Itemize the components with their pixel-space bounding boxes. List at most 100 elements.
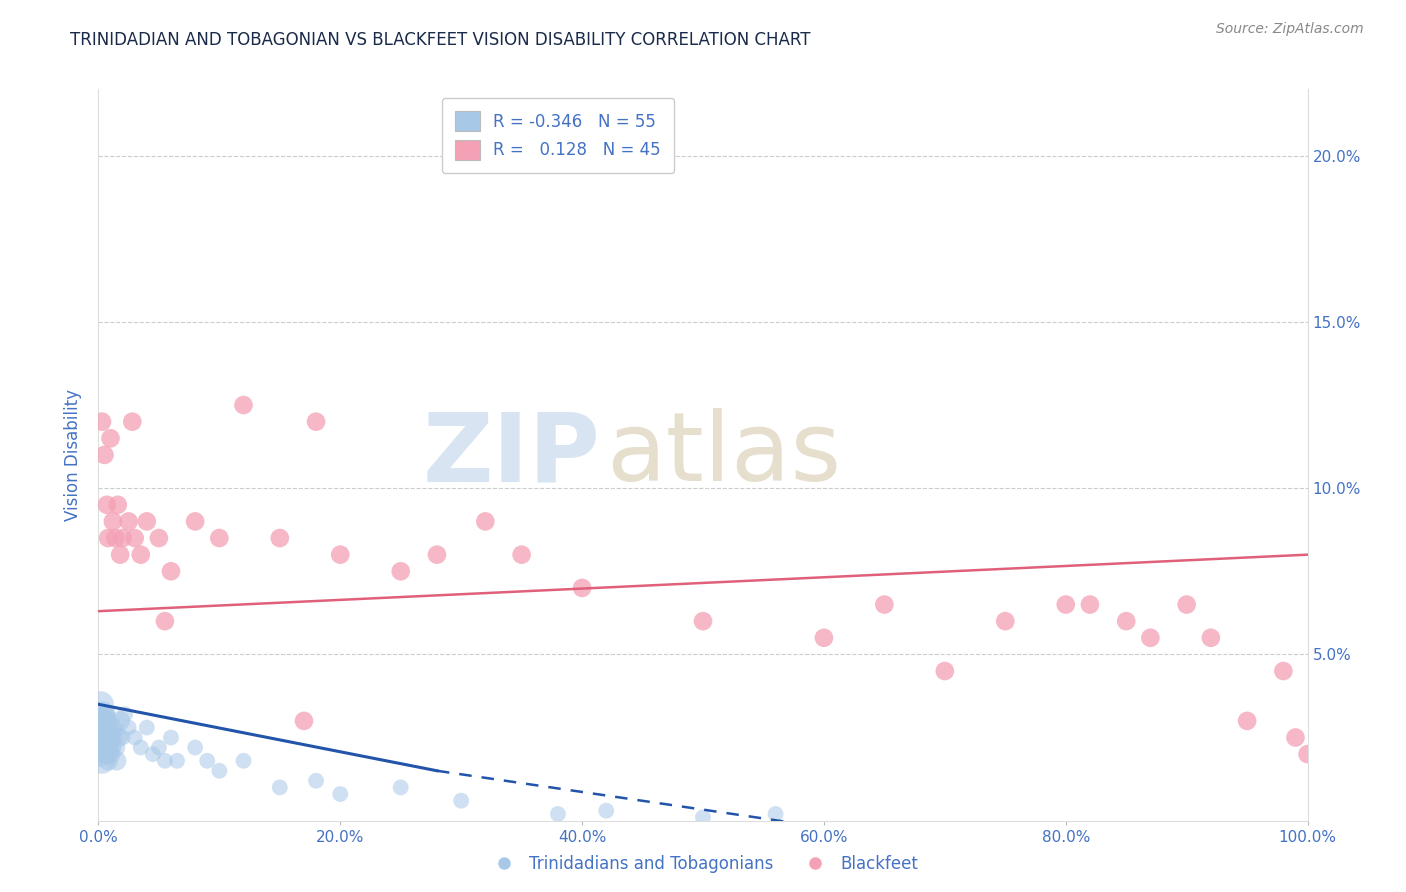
Point [1139,631,1161,645]
Point [100,747,122,761]
Point [100,740,122,755]
Point [1272,664,1295,678]
Point [148,531,170,545]
Point [124,731,146,745]
Point [153,754,176,768]
Point [108,714,131,728]
Text: Source: ZipAtlas.com: Source: ZipAtlas.com [1216,22,1364,37]
Point [305,415,328,429]
Point [450,794,472,808]
Point [269,531,291,545]
Point [1284,731,1306,745]
Point [90,740,112,755]
Point [104,531,127,545]
Point [1236,714,1258,728]
Point [1054,598,1077,612]
Point [160,564,183,578]
Point [90,698,112,712]
Point [93,721,115,735]
Point [692,810,714,824]
Point [994,614,1017,628]
Point [100,731,122,745]
Point [1175,598,1198,612]
Point [97,731,120,745]
Point [100,721,122,735]
Point [389,780,412,795]
Point [595,804,617,818]
Point [474,515,496,529]
Point [292,714,315,728]
Point [129,740,152,755]
Point [389,564,412,578]
Point [135,515,157,529]
Text: ZIP: ZIP [422,409,600,501]
Point [89,714,111,728]
Point [692,614,714,628]
Point [118,515,141,529]
Point [813,631,835,645]
Point [208,531,231,545]
Point [89,747,111,761]
Point [91,731,114,745]
Point [97,531,120,545]
Point [105,754,128,768]
Point [93,448,115,462]
Point [305,773,328,788]
Point [96,498,118,512]
Point [426,548,449,562]
Point [89,731,111,745]
Point [108,548,131,562]
Point [148,740,170,755]
Point [101,515,124,529]
Point [208,764,231,778]
Point [510,548,533,562]
Point [1115,614,1137,628]
Point [104,740,127,755]
Point [184,515,207,529]
Point [96,721,118,735]
Point [232,754,254,768]
Point [91,714,114,728]
Point [1078,598,1101,612]
Text: atlas: atlas [606,409,841,501]
Point [547,807,569,822]
Point [129,548,152,562]
Point [269,780,291,795]
Legend: R = -0.346   N = 55, R =   0.128   N = 45: R = -0.346 N = 55, R = 0.128 N = 45 [441,97,675,173]
Legend: Trinidadians and Tobagonians, Blackfeet: Trinidadians and Tobagonians, Blackfeet [481,848,925,880]
Point [153,614,176,628]
Point [93,747,115,761]
Point [91,754,114,768]
Point [118,721,141,735]
Point [232,398,254,412]
Point [90,721,112,735]
Point [101,731,124,745]
Point [1199,631,1222,645]
Point [934,664,956,678]
Point [107,731,129,745]
Text: TRINIDADIAN AND TOBAGONIAN VS BLACKFEET VISION DISABILITY CORRELATION CHART: TRINIDADIAN AND TOBAGONIAN VS BLACKFEET … [70,31,811,49]
Point [111,531,134,545]
Point [329,787,352,801]
Point [873,598,896,612]
Point [98,740,121,755]
Point [91,415,114,429]
Point [96,747,118,761]
Point [103,721,125,735]
Point [91,740,114,755]
Point [100,431,122,445]
Point [124,531,146,545]
Point [765,807,787,822]
Point [107,498,129,512]
Point [91,707,114,722]
Point [329,548,352,562]
Point [142,747,165,761]
Point [1296,747,1319,761]
Point [160,731,183,745]
Point [184,740,207,755]
Point [94,731,117,745]
Point [98,714,121,728]
Point [121,415,143,429]
Y-axis label: Vision Disability: Vision Disability [65,389,83,521]
Point [571,581,593,595]
